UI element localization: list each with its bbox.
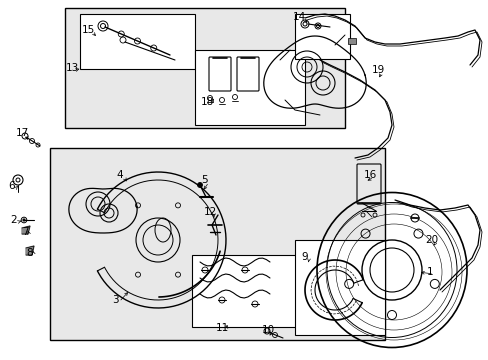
Text: 4: 4: [117, 170, 123, 180]
Text: 3: 3: [111, 295, 118, 305]
Text: 7: 7: [21, 227, 28, 237]
Polygon shape: [22, 226, 30, 234]
Text: 5: 5: [201, 175, 208, 185]
Text: 9: 9: [301, 252, 307, 262]
Text: 14: 14: [292, 12, 305, 22]
Text: 11: 11: [215, 323, 228, 333]
Text: 15: 15: [81, 25, 95, 35]
Text: 19: 19: [370, 65, 384, 75]
Bar: [192, 255, 296, 327]
Text: 8: 8: [27, 248, 33, 258]
Bar: [294, 14, 349, 59]
Text: 16: 16: [363, 170, 376, 180]
Text: 12: 12: [203, 207, 216, 217]
Text: 17: 17: [15, 128, 29, 138]
Bar: [195, 50, 305, 125]
Circle shape: [23, 219, 25, 221]
Text: 13: 13: [65, 63, 79, 73]
Circle shape: [197, 183, 202, 188]
Polygon shape: [26, 246, 34, 255]
Bar: [65, 8, 345, 128]
Bar: [50, 148, 384, 340]
Text: 18: 18: [200, 97, 213, 107]
Bar: [80, 14, 195, 69]
Text: 10: 10: [261, 325, 274, 335]
Bar: [294, 240, 384, 335]
Text: 2: 2: [11, 215, 17, 225]
Text: 20: 20: [425, 235, 438, 245]
Text: 1: 1: [426, 267, 432, 277]
Text: 6: 6: [9, 181, 15, 191]
Bar: [347, 38, 355, 44]
